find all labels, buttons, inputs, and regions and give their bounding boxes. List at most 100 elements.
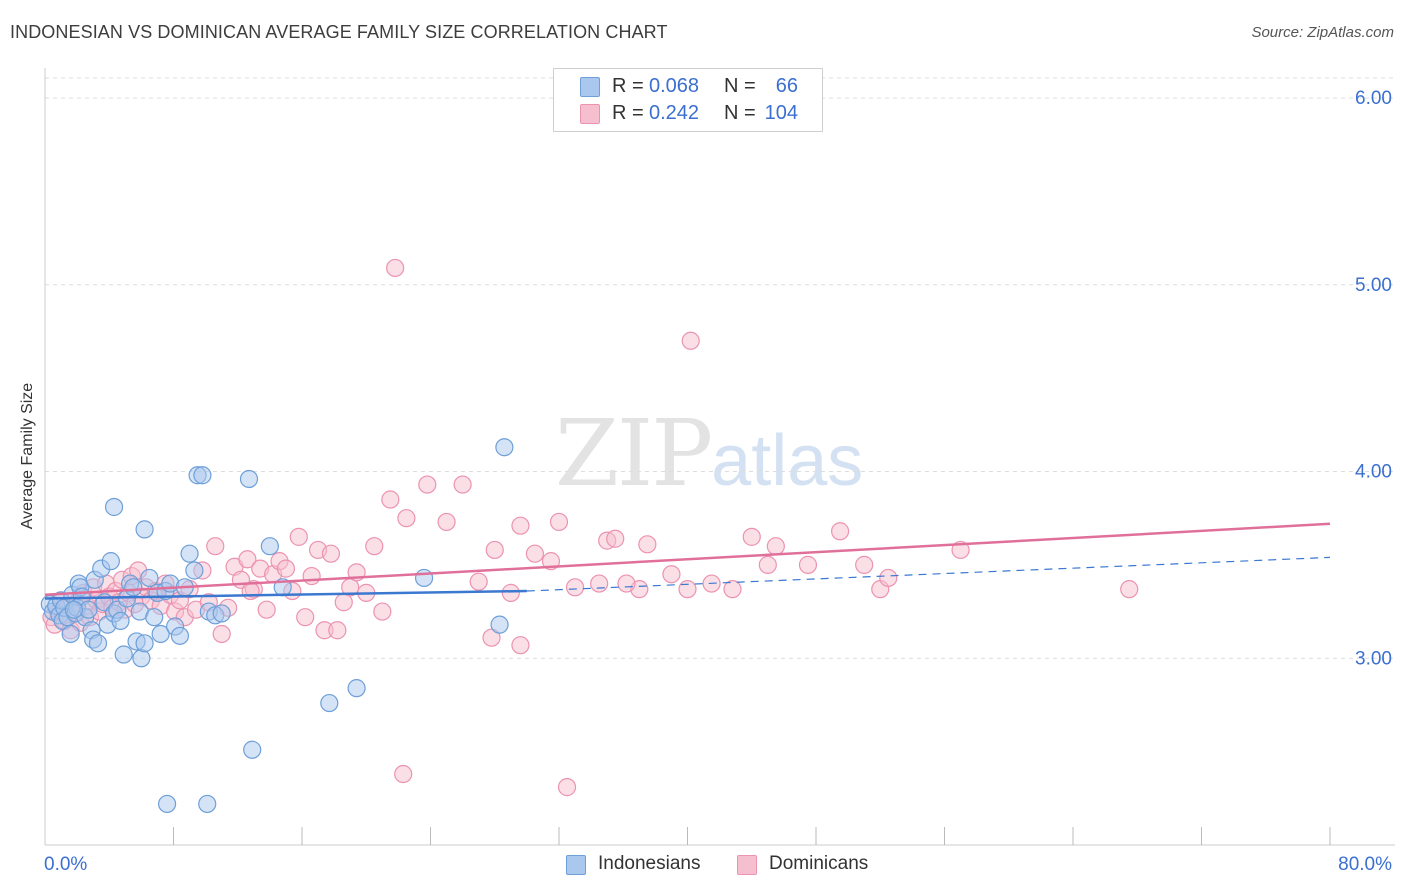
dominicans-point — [394, 764, 413, 784]
indonesians-point — [180, 544, 199, 563]
chart-title: INDONESIAN VS DOMINICAN AVERAGE FAMILY S… — [10, 22, 668, 42]
correlation-legend: R = 0.068 N = 66 R = 0.242 N = 104 — [553, 68, 823, 132]
dominicans-point — [766, 537, 785, 556]
series-legend: Indonesians Dominicans — [0, 850, 1406, 880]
dominicans-point — [397, 509, 416, 528]
indonesians-point — [198, 794, 217, 814]
dominicans-point — [302, 566, 321, 586]
indonesians-point — [185, 561, 204, 580]
dominicans-point — [241, 581, 260, 601]
indonesians-point — [243, 740, 262, 759]
dominicans-point — [1120, 580, 1139, 599]
dominicans-point — [557, 778, 577, 797]
dominicans-point — [662, 565, 681, 584]
y-tick-label: 3.00 — [1355, 648, 1392, 669]
indonesians-point — [260, 537, 279, 556]
dominicans-point — [469, 572, 488, 591]
dominicans-point — [855, 555, 874, 574]
dominicans-point — [501, 583, 520, 602]
indonesians-point — [414, 568, 434, 588]
indonesians-trend-line — [44, 589, 527, 600]
dominicans-point — [525, 544, 545, 563]
dominicans-point — [381, 490, 400, 509]
dominicans-point — [511, 636, 530, 655]
dominicans-point — [879, 568, 898, 588]
indonesians-point — [145, 608, 164, 627]
dominicans-point — [565, 578, 585, 597]
dominicans-point — [678, 580, 697, 599]
x-tick-label: 0.0% — [44, 854, 87, 875]
indonesians-point — [157, 794, 177, 814]
indonesians-point — [151, 624, 170, 644]
dominicans-point — [289, 527, 308, 546]
dominicans-point — [453, 475, 472, 494]
indonesians-point — [135, 634, 154, 653]
dominicans-point — [365, 537, 384, 556]
indonesians-point — [88, 634, 108, 653]
source-credit: Source: ZipAtlas.com — [1251, 24, 1394, 41]
y-axis-label: Average Family Size — [19, 382, 36, 530]
dominicans-trend-line — [44, 522, 1331, 597]
n-label: N = — [724, 102, 756, 124]
indonesians-point — [495, 438, 514, 457]
indonesians-point — [61, 624, 80, 644]
dominicans-point — [418, 475, 437, 494]
indonesians-point — [135, 520, 154, 539]
watermark-zip: ZIP — [555, 400, 713, 507]
watermark-atlas: atlas — [711, 421, 864, 501]
indonesians-point — [490, 615, 509, 634]
dominicans-point — [723, 580, 742, 599]
dominicans-point — [238, 550, 257, 569]
indonesians-point — [101, 552, 120, 571]
indonesians-point — [104, 497, 124, 517]
y-tick-label: 5.00 — [1355, 275, 1392, 296]
dominicans-point — [482, 628, 501, 647]
dominicans-point — [212, 624, 231, 644]
indonesians-point — [124, 578, 143, 597]
x-tick-label: 80.0% — [1338, 854, 1392, 875]
r-label: R = — [612, 102, 644, 124]
dominicans-point — [606, 529, 625, 548]
indonesians-swatch — [566, 855, 586, 875]
dominicans-point — [386, 258, 405, 278]
legend-label: Dominicans — [769, 853, 869, 874]
r-value: 0.242 — [649, 102, 700, 124]
indonesians-point — [170, 626, 190, 645]
dominicans-point — [742, 527, 761, 546]
indonesians-point — [347, 679, 366, 698]
indonesians-point — [114, 645, 133, 664]
dominicans-point — [638, 535, 657, 554]
indonesians-trend-extension — [526, 556, 1331, 592]
dominicans-point — [798, 555, 818, 574]
y-tick-label: 6.00 — [1355, 88, 1392, 109]
dominicans-point — [590, 574, 609, 593]
n-value: 104 — [764, 102, 798, 124]
dominicans-point — [549, 512, 569, 532]
dominicans-point — [830, 522, 850, 541]
r-label: R = — [612, 75, 644, 97]
legend-label: Indonesians — [598, 853, 701, 874]
dominicans-point — [511, 516, 530, 535]
indonesians-point — [239, 469, 259, 489]
dominicans-point — [257, 600, 276, 619]
dominicans-point — [321, 544, 341, 563]
indonesians-point — [64, 600, 84, 619]
dominicans-swatch — [737, 855, 757, 875]
dominicans-swatch — [580, 104, 600, 124]
dominicans-point — [276, 559, 296, 578]
indonesians-point — [193, 466, 212, 485]
dominicans-point — [617, 574, 636, 593]
indonesians-point — [212, 604, 231, 623]
dominicans-point — [328, 621, 347, 640]
dominicans-point — [437, 512, 456, 532]
watermark: ZIPatlas — [555, 400, 863, 507]
y-tick-label: 4.00 — [1355, 462, 1392, 483]
dominicans-point — [951, 540, 970, 560]
indonesians-swatch — [580, 77, 600, 97]
dominicans-point — [681, 331, 700, 350]
indonesians-point — [140, 568, 159, 588]
n-value: 66 — [775, 75, 798, 97]
r-value: 0.068 — [649, 75, 700, 97]
dominicans-point — [758, 555, 777, 574]
